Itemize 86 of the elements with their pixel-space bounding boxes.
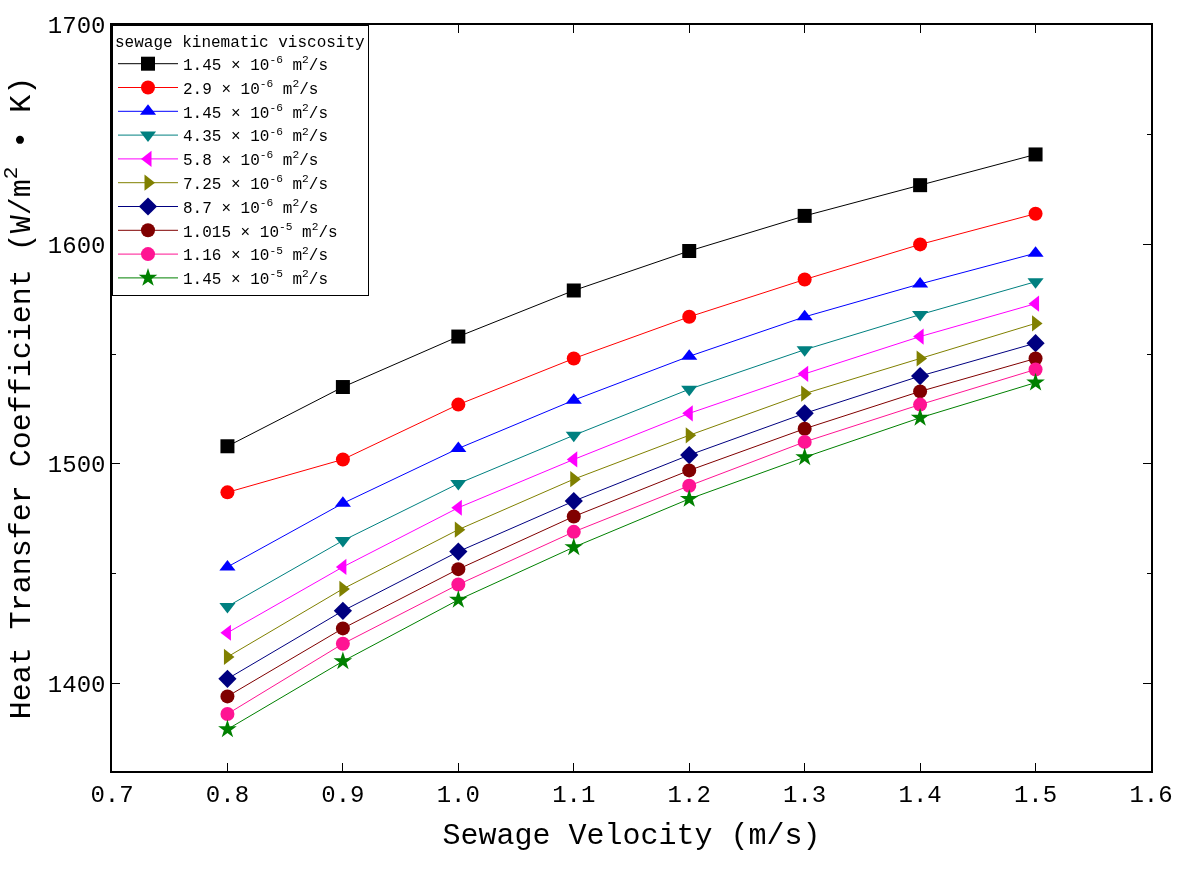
x-tick-label: 1.1 — [552, 781, 596, 809]
point — [454, 521, 466, 538]
point — [916, 350, 928, 367]
x-tick-label: 1.0 — [436, 781, 480, 809]
point — [451, 397, 466, 412]
point — [795, 404, 814, 423]
point — [682, 478, 697, 493]
legend-label: 7.25 × 10$^{-6}$ m$^{2}$/s — [183, 173, 328, 194]
point — [679, 489, 699, 507]
point — [335, 452, 350, 467]
x-tick-label: 0.8 — [205, 781, 250, 809]
point — [910, 407, 930, 426]
point — [451, 577, 466, 592]
point — [1026, 372, 1045, 391]
point — [449, 590, 468, 608]
point — [1028, 147, 1043, 162]
legend-title: sewage kinematic viscosity — [115, 33, 366, 52]
point — [1028, 295, 1040, 312]
point — [682, 309, 697, 324]
x-tick-label: 0.9 — [321, 781, 365, 809]
point — [220, 439, 235, 454]
legend-label: 1.015 × 10$^{-5}$ m$^{2}$/s — [183, 220, 338, 242]
point — [449, 542, 468, 561]
y-tick-label: 1500 — [47, 452, 106, 480]
point — [566, 509, 581, 524]
point — [451, 562, 466, 577]
x-tick-label: 1.4 — [898, 781, 942, 809]
point — [913, 178, 928, 193]
point — [797, 421, 812, 436]
point — [565, 431, 582, 443]
point — [685, 427, 697, 444]
point — [913, 384, 928, 399]
x-tick-label: 0.7 — [90, 781, 134, 809]
point — [911, 366, 930, 386]
point — [451, 329, 466, 344]
point — [219, 559, 236, 571]
point — [335, 621, 350, 636]
point — [333, 651, 353, 670]
point — [797, 208, 812, 223]
point — [219, 602, 236, 614]
point — [564, 537, 584, 556]
legend-label: 1.45 × 10$^{-5}$ m$^{2}$/s — [183, 268, 328, 290]
point — [1026, 334, 1045, 353]
y-tick-label: 1700 — [47, 13, 106, 41]
point — [218, 719, 237, 738]
point — [680, 445, 699, 465]
legend-label: 1.45 × 10$^{-6}$ m$^{2}$/s — [183, 54, 328, 75]
point — [564, 492, 583, 511]
point — [795, 447, 814, 466]
point — [913, 237, 928, 252]
y-tick-label: 1600 — [47, 232, 106, 260]
point — [218, 669, 237, 688]
legend-label: 2.9 × 10$^{-6}$ m$^{2}$/s — [183, 78, 319, 99]
point — [335, 636, 350, 651]
point — [566, 451, 578, 468]
point — [220, 485, 235, 500]
point — [682, 243, 697, 258]
legend-label: 5.8 × 10$^{-6}$ m$^{2}$/s — [183, 149, 319, 171]
y-tick-label: 1400 — [47, 671, 106, 699]
point — [797, 365, 809, 382]
legend-label: 1.45 × 10$^{-6}$ m$^{2}$/s — [183, 101, 328, 123]
point — [1028, 362, 1043, 377]
legend-label: 4.35 × 10$^{-6}$ m$^{2}$/s — [183, 125, 328, 147]
legend-label: 8.7 × 10$^{-6}$ m$^{2}$/s — [183, 197, 319, 218]
point — [223, 648, 235, 665]
x-tick-label: 1.6 — [1129, 781, 1173, 809]
x-axis-title: Sewage Velocity (m/s) — [442, 818, 821, 853]
point — [220, 689, 235, 704]
point — [566, 283, 581, 298]
point — [797, 272, 812, 287]
point — [333, 601, 352, 620]
point — [1028, 206, 1043, 221]
point — [566, 351, 581, 366]
point — [681, 385, 698, 397]
x-tick-label: 1.2 — [667, 781, 711, 809]
point — [913, 397, 928, 412]
point — [797, 434, 812, 449]
point — [912, 276, 929, 288]
point — [796, 309, 813, 321]
point — [566, 524, 581, 539]
point — [682, 463, 697, 478]
legend-label: 1.16 × 10$^{-5}$ m$^{2}$/s — [183, 244, 328, 266]
point — [335, 380, 350, 395]
x-tick-label: 1.3 — [783, 781, 827, 809]
x-tick-label: 1.5 — [1013, 781, 1058, 809]
point — [220, 706, 235, 721]
